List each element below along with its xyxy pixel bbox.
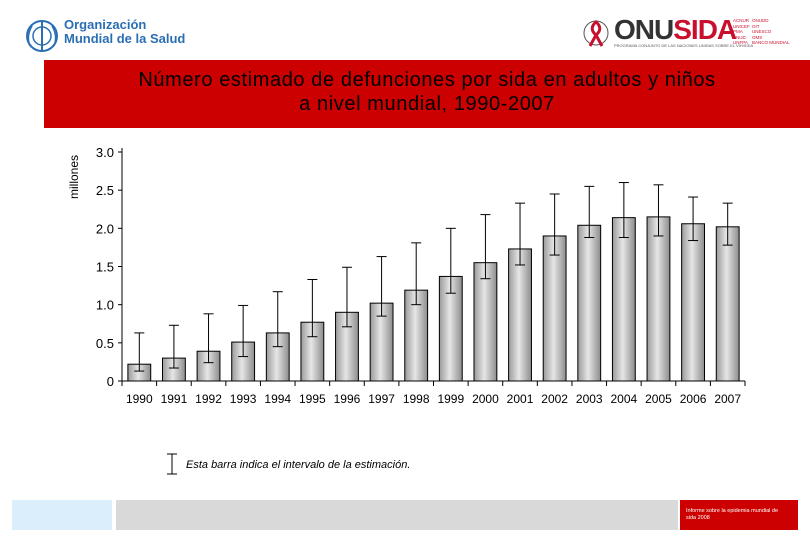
cosponsor: ACNUR bbox=[733, 18, 750, 23]
bar-chart: millones 0 0.5 1.0 1.5 2.0 2.5 3.0 1990 1991 1992 1… bbox=[67, 145, 746, 475]
unaids-name-part1: ONU bbox=[614, 14, 674, 45]
y-tick-label: 2.0 bbox=[96, 221, 114, 236]
x-tick-label: 2000 bbox=[472, 392, 499, 406]
footer-middle-bar bbox=[116, 500, 678, 530]
x-tick-label: 1992 bbox=[195, 392, 222, 406]
bar-2006 bbox=[681, 223, 706, 382]
who-name-line2: Mundial de la Salud bbox=[64, 31, 186, 46]
bar-2003 bbox=[577, 224, 602, 382]
unaids-logo-text: ONUSIDA bbox=[614, 14, 737, 46]
bar-2001 bbox=[508, 248, 532, 382]
x-tick-label: 2007 bbox=[714, 392, 741, 406]
cosponsor: OMS bbox=[752, 34, 763, 40]
y-tick-label: 0.5 bbox=[96, 336, 114, 351]
x-tick-label: 1999 bbox=[437, 392, 464, 406]
footer-report-badge: Informe sobre la epidemia mundial de sid… bbox=[680, 500, 798, 530]
x-tick-label: 2002 bbox=[541, 392, 568, 406]
y-tick-label: 0 bbox=[107, 374, 114, 389]
x-tick-label: 2003 bbox=[576, 392, 603, 406]
legend-text: Esta barra indica el intervalo de la est… bbox=[186, 459, 410, 471]
y-axis-label: millones bbox=[67, 155, 81, 199]
bar-2007 bbox=[715, 226, 740, 382]
unaids-name-part2: SIDA bbox=[673, 14, 737, 45]
cosponsor: OIT bbox=[752, 23, 760, 29]
bar-2002 bbox=[542, 235, 567, 382]
title-band: Número estimado de defunciones por sida … bbox=[44, 60, 810, 128]
bar-2005 bbox=[646, 216, 671, 382]
y-tick-label: 3.0 bbox=[96, 145, 114, 160]
cosponsor: PNUD bbox=[733, 34, 746, 40]
y-tick-label: 2.5 bbox=[96, 183, 114, 198]
x-tick-label: 1991 bbox=[161, 392, 188, 406]
cosponsor: UNESCO bbox=[752, 29, 772, 34]
cosponsor: UNICEF bbox=[733, 23, 750, 29]
x-tick-label: 1997 bbox=[368, 392, 395, 406]
chart-title-line1: Número estimado de defunciones por sida … bbox=[138, 69, 716, 91]
x-tick-label: 1995 bbox=[299, 392, 326, 406]
header-logos: Organización Mundial de la Salud ONUSIDA… bbox=[0, 0, 810, 70]
red-ribbon-icon bbox=[583, 20, 609, 47]
footer-report-text: Informe sobre la epidemia mundial de sid… bbox=[686, 508, 779, 521]
who-emblem-icon bbox=[26, 20, 58, 52]
unaids-cosponsors-col1: ACNUR UNICEF PMA PNUD UNFPA bbox=[733, 18, 750, 46]
unaids-cosponsors-col2: ONUDD OIT UNESCO OMS BANCO MUNDIAL bbox=[752, 18, 790, 46]
y-tick-label: 1.5 bbox=[96, 260, 114, 275]
who-name: Organización Mundial de la Salud bbox=[64, 18, 185, 46]
cosponsor: ONUDD bbox=[752, 18, 769, 23]
bar-2000 bbox=[473, 262, 498, 382]
chart-title-line2: a nivel mundial, 1990-2007 bbox=[299, 93, 555, 115]
cosponsor: UNFPA bbox=[733, 40, 748, 45]
x-tick-label: 1998 bbox=[403, 392, 430, 406]
x-tick-label: 2001 bbox=[507, 392, 534, 406]
y-tick-label: 1.0 bbox=[96, 298, 114, 313]
x-tick-label: 1993 bbox=[230, 392, 257, 406]
x-tick-label: 2006 bbox=[680, 392, 707, 406]
footer-left-block bbox=[12, 500, 112, 530]
cosponsor: BANCO MUNDIAL bbox=[752, 40, 790, 45]
cosponsor: PMA bbox=[733, 29, 743, 34]
x-tick-label: 2004 bbox=[611, 392, 638, 406]
who-name-line1: Organización bbox=[64, 17, 147, 32]
x-tick-label: 1994 bbox=[264, 392, 291, 406]
unaids-subtitle: PROGRAMA CONJUNTO DE LAS NACIONES UNIDAS… bbox=[614, 43, 754, 48]
x-tick-label: 1990 bbox=[126, 392, 153, 406]
x-tick-label: 1996 bbox=[334, 392, 361, 406]
bar-2004 bbox=[611, 217, 636, 382]
x-tick-label: 2005 bbox=[645, 392, 672, 406]
